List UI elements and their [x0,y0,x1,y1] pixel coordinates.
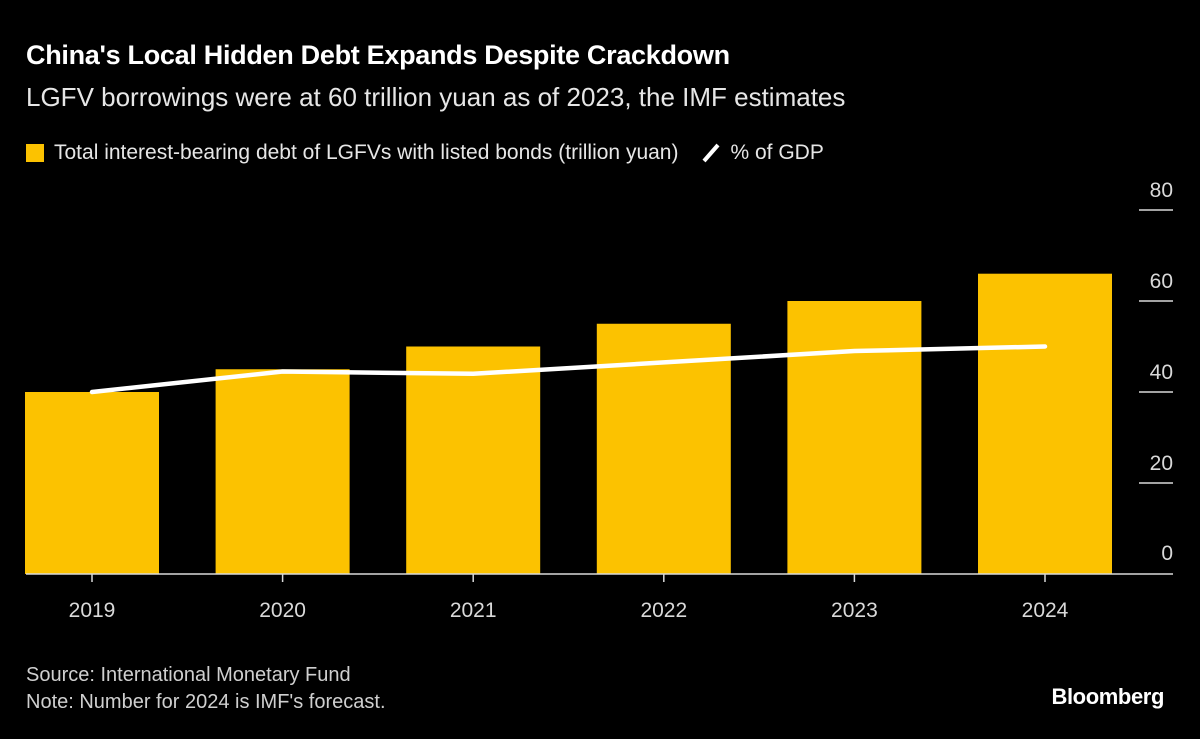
legend-line-label: % of GDP [730,141,824,164]
chart-title: China's Local Hidden Debt Expands Despit… [26,40,730,70]
x-tick-label: 2023 [831,599,878,622]
x-tick-label: 2024 [1022,599,1069,622]
legend-bar-swatch [26,144,44,162]
y-tick-label: 20 [1150,452,1173,475]
x-tick-label: 2020 [259,599,306,622]
bar-2021 [406,346,541,574]
footnotes: Source: International Monetary Fund Note… [26,662,386,716]
y-tick-label: 40 [1150,361,1173,384]
bar-2020 [215,369,350,574]
bar-2019 [25,392,159,574]
bloomberg-logo: Bloomberg [1051,684,1164,709]
y-tick-label: 0 [1161,542,1173,565]
note-text: Note: Number for 2024 is IMF's forecast. [26,691,386,713]
x-tick-label: 2019 [69,599,116,622]
legend-line-swatch [702,143,720,163]
x-tick-label: 2021 [450,599,497,622]
bar-2023 [787,301,922,574]
source-text: Source: International Monetary Fund [26,664,351,686]
gdp-share-line [89,344,1048,395]
x-tick-label: 2022 [640,599,687,622]
legend-bar-label: Total interest-bearing debt of LGFVs wit… [54,141,679,164]
chart-subtitle: LGFV borrowings were at 60 trillion yuan… [26,82,846,112]
bar-2024 [978,273,1112,574]
y-tick-label: 60 [1150,270,1173,293]
legend: Total interest-bearing debt of LGFVs wit… [26,141,824,165]
y-tick-label: 80 [1150,179,1173,202]
